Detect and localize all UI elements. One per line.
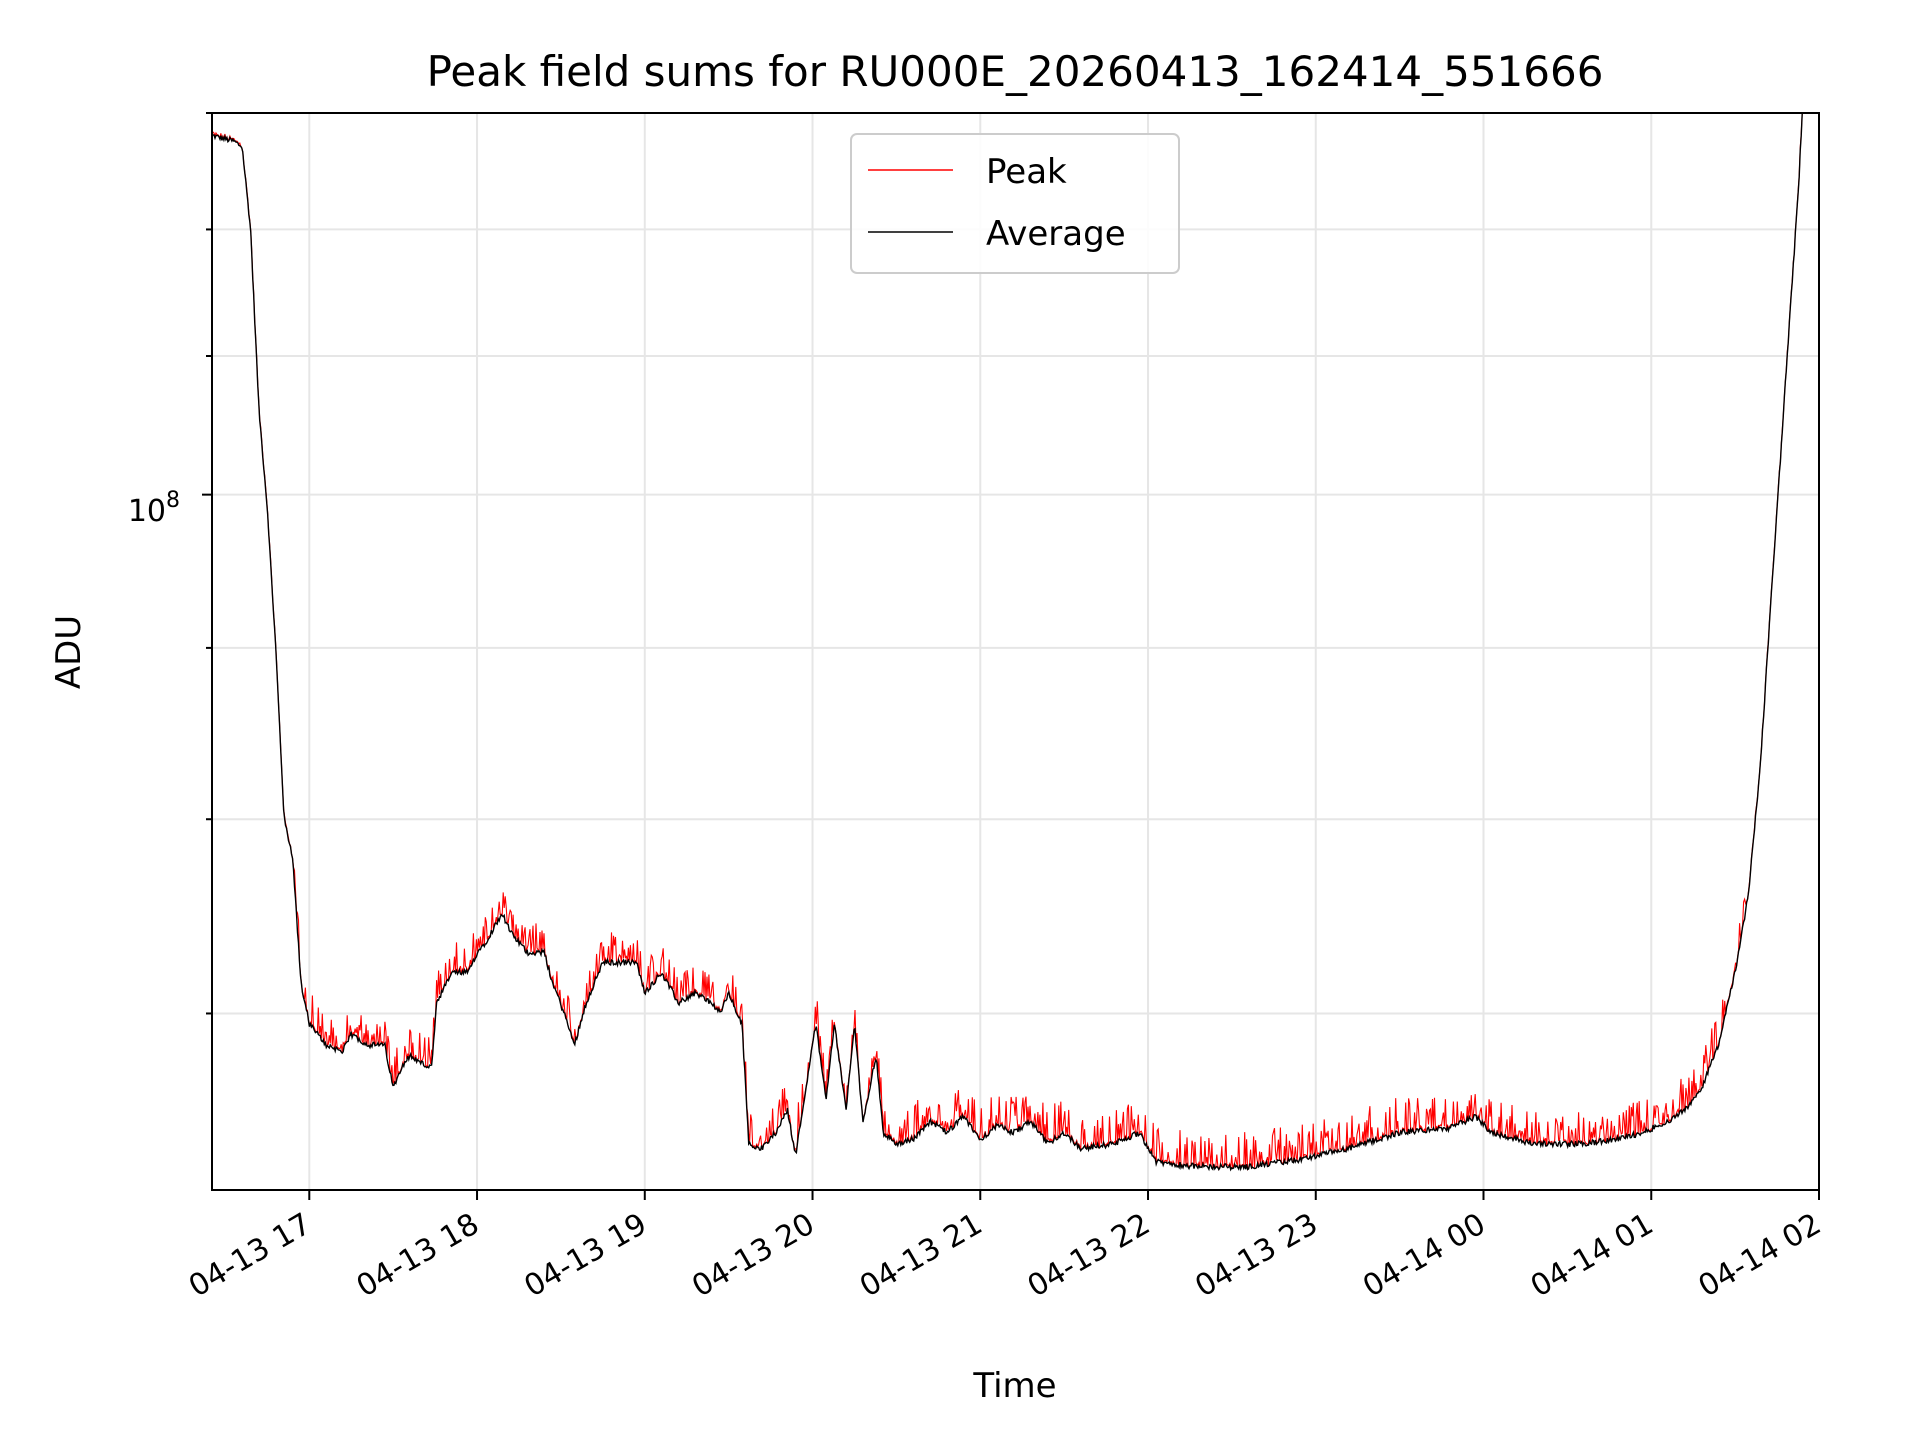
legend: Peak Average xyxy=(850,133,1180,274)
y-axis-ticks xyxy=(202,112,212,1015)
x-tick-label: 04-13 21 xyxy=(854,1207,988,1305)
x-tick-label: 04-13 23 xyxy=(1189,1207,1323,1305)
x-axis-ticks: 04-13 17 04-13 18 04-13 19 04-13 20 04-13 21… xyxy=(183,1190,1827,1304)
legend-peak-label: Peak xyxy=(986,152,1067,192)
x-tick-label: 04-13 22 xyxy=(1022,1207,1156,1305)
series-layer xyxy=(212,113,1803,1172)
average-series-line xyxy=(212,113,1803,1172)
x-tick-label: 04-13 20 xyxy=(686,1207,820,1305)
y-tick-exponent: 8 xyxy=(166,488,180,513)
y-axis-label: ADU xyxy=(49,615,89,689)
y-tick-label-1e8: 108 xyxy=(128,488,180,529)
plot-frame xyxy=(211,112,1820,1191)
y-tick-base: 10 xyxy=(128,494,166,529)
chart-title: Peak field sums for RU000E_20260413_1624… xyxy=(427,47,1604,96)
x-tick-label: 04-13 18 xyxy=(351,1207,485,1305)
legend-box xyxy=(850,133,1180,274)
x-tick-label: 04-14 00 xyxy=(1357,1207,1491,1305)
x-tick-label: 04-13 19 xyxy=(518,1207,652,1305)
x-tick-label: 04-14 01 xyxy=(1525,1207,1659,1305)
x-axis-label: Time xyxy=(972,1366,1056,1406)
grid-lines xyxy=(212,112,1820,1190)
x-tick-label: 04-13 17 xyxy=(183,1207,317,1305)
x-tick-label: 04-14 02 xyxy=(1693,1207,1827,1305)
legend-average-label: Average xyxy=(986,214,1126,254)
